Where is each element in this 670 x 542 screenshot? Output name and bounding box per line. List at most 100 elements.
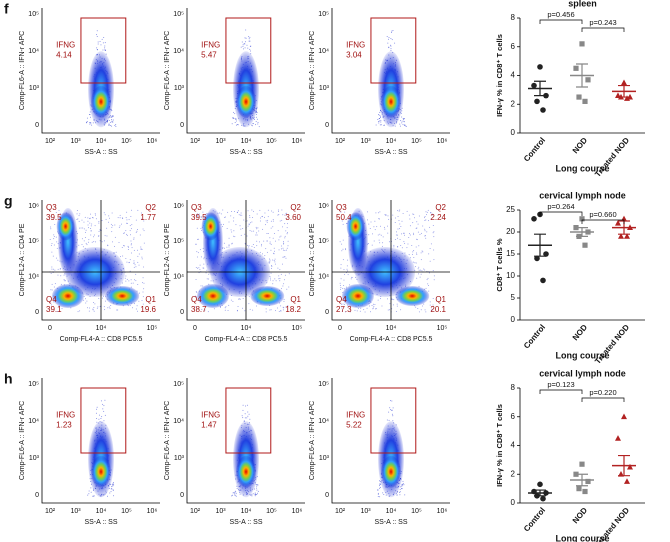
event-dot <box>379 485 381 487</box>
event-dot <box>111 120 113 122</box>
axis <box>331 378 450 504</box>
event-dot <box>122 245 124 247</box>
event-dot <box>412 222 414 224</box>
event-dot <box>240 234 242 236</box>
event-dot <box>195 306 197 308</box>
event-dot <box>288 286 290 288</box>
event-dot <box>372 307 374 309</box>
event-dot <box>202 267 204 269</box>
event-dot <box>93 495 95 497</box>
quadrant-value: 27.3 <box>336 305 352 314</box>
event-dot <box>219 306 221 308</box>
event-dot <box>379 111 381 113</box>
significance-bracket <box>539 389 583 394</box>
event-dot <box>430 243 432 245</box>
event-dot <box>197 215 199 217</box>
event-dot <box>126 233 128 235</box>
event-dot <box>259 220 261 222</box>
event-dot <box>265 308 267 310</box>
category-label: NOD <box>571 136 589 156</box>
event-dot <box>400 309 402 311</box>
event-dot <box>372 233 374 235</box>
event-dot <box>407 243 409 245</box>
event-dot <box>92 217 94 219</box>
event-dot <box>419 276 421 278</box>
event-dot <box>235 495 237 497</box>
event-dot <box>86 244 88 246</box>
event-dot <box>55 257 57 259</box>
event-dot <box>255 234 257 236</box>
event-dot <box>111 212 113 214</box>
event-dot <box>102 403 104 405</box>
event-dot <box>119 214 121 216</box>
event-dot <box>397 215 399 217</box>
event-dot <box>417 268 419 270</box>
event-dot <box>377 496 379 498</box>
y-axis-label: IFN-γ % in CD8⁺ T cells <box>495 404 504 487</box>
axis <box>186 378 305 504</box>
event-dot <box>432 270 434 272</box>
event-dot <box>117 217 119 219</box>
x-axis-label: SS-A :: SS <box>374 519 407 526</box>
event-dot <box>50 272 52 274</box>
event-dot <box>231 495 233 497</box>
event-dot <box>237 124 239 126</box>
event-dot <box>287 223 289 225</box>
event-dot <box>228 246 230 248</box>
event-dot <box>420 252 422 254</box>
y-tick-label: 0 <box>511 498 516 507</box>
event-dot <box>230 215 232 217</box>
x-axis-label: Comp-FL4-A :: CD8 PC5.5 <box>205 336 288 343</box>
event-dot <box>272 218 274 220</box>
event-dot <box>103 420 105 422</box>
event-dot <box>77 311 79 313</box>
event-dot <box>112 481 114 483</box>
event-dot <box>198 267 200 269</box>
event-dot <box>380 486 382 488</box>
event-dot <box>282 285 284 287</box>
event-dot <box>432 224 434 226</box>
event-dot <box>249 308 251 310</box>
event-dot <box>283 298 285 300</box>
quadrant-value: 1.77 <box>140 213 156 222</box>
event-dot <box>379 211 381 213</box>
event-dot <box>270 220 272 222</box>
event-dot <box>395 234 397 236</box>
event-dot <box>138 300 140 302</box>
event-dot <box>244 37 246 39</box>
event-dot <box>380 119 382 121</box>
event-dot <box>360 307 362 309</box>
event-dot <box>103 405 105 407</box>
event-dot <box>82 227 84 229</box>
panel-letter: h <box>4 371 13 387</box>
event-dot <box>427 209 429 211</box>
event-dot <box>387 42 389 44</box>
event-dot <box>143 266 145 268</box>
event-dot <box>340 278 342 280</box>
event-dot <box>84 237 86 239</box>
event-dot <box>86 300 88 302</box>
event-dot <box>388 37 390 39</box>
event-dot <box>427 277 429 279</box>
event-dot <box>111 116 113 118</box>
event-dot <box>200 218 202 220</box>
density <box>236 455 256 488</box>
event-dot <box>125 230 127 232</box>
event-dot <box>247 210 249 212</box>
event-dot <box>118 242 120 244</box>
y-tick-label: 10⁵ <box>173 238 184 245</box>
event-dot <box>351 277 353 279</box>
event-dot <box>285 257 287 259</box>
y-tick-label: 8 <box>511 13 516 22</box>
event-dot <box>421 305 423 307</box>
event-dot <box>243 219 245 221</box>
x-tick-label: 10³ <box>215 138 226 145</box>
event-dot <box>403 232 405 234</box>
event-dot <box>259 209 261 211</box>
event-dot <box>248 296 250 298</box>
event-dot <box>106 227 108 229</box>
event-dot <box>88 493 90 495</box>
event-dot <box>413 234 415 236</box>
event-dot <box>236 488 238 490</box>
